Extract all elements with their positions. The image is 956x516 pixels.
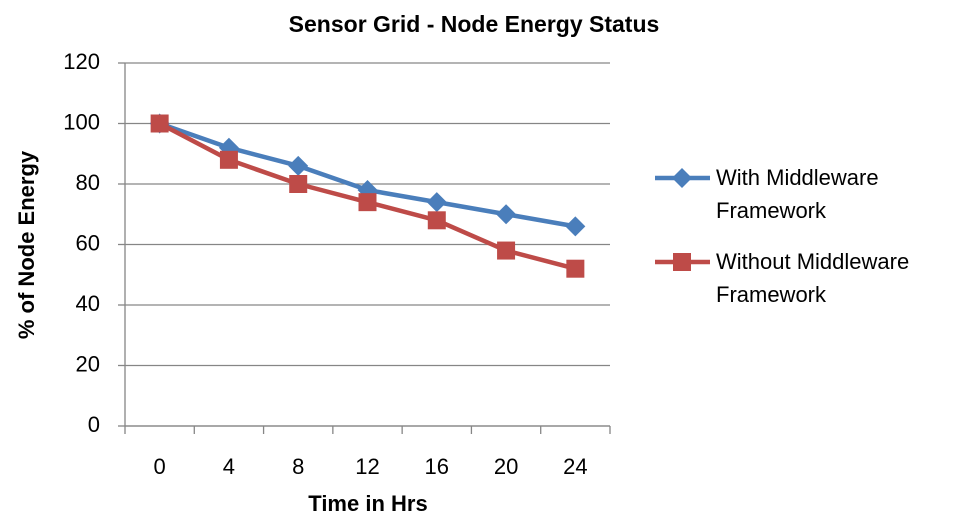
y-tick-label: 120	[63, 49, 100, 74]
x-tick-label: 24	[563, 454, 587, 479]
data-point	[565, 216, 586, 237]
x-tick-label: 4	[223, 454, 235, 479]
y-tick-label: 0	[88, 412, 100, 437]
y-axis-label: % of Node Energy	[14, 150, 39, 339]
data-point	[358, 193, 377, 212]
data-point	[219, 150, 238, 169]
data-point	[673, 253, 691, 271]
data-point	[289, 175, 308, 193]
y-tick-label: 40	[76, 291, 100, 316]
data-point	[496, 204, 517, 225]
legend-label: Without Middleware Framework	[716, 249, 910, 307]
data-point	[426, 192, 447, 213]
x-tick-label: 8	[292, 454, 304, 479]
data-point	[150, 114, 169, 133]
data-point	[672, 168, 692, 188]
y-tick-label: 80	[76, 170, 100, 195]
data-point	[497, 241, 516, 260]
x-tick-label: 20	[494, 454, 518, 479]
y-tick-label: 100	[63, 109, 100, 134]
x-tick-label: 0	[154, 454, 166, 479]
y-tick-label: 20	[76, 351, 100, 376]
x-axis-label: Time in Hrs	[308, 491, 427, 516]
data-point	[288, 155, 309, 176]
legend-label: With Middleware Framework	[716, 165, 879, 223]
chart-title: Sensor Grid - Node Energy Status	[289, 11, 660, 37]
data-point	[566, 259, 585, 278]
data-point	[427, 211, 446, 230]
x-tick-label: 12	[355, 454, 379, 479]
x-tick-label: 16	[425, 454, 449, 479]
y-tick-label: 60	[76, 230, 100, 255]
